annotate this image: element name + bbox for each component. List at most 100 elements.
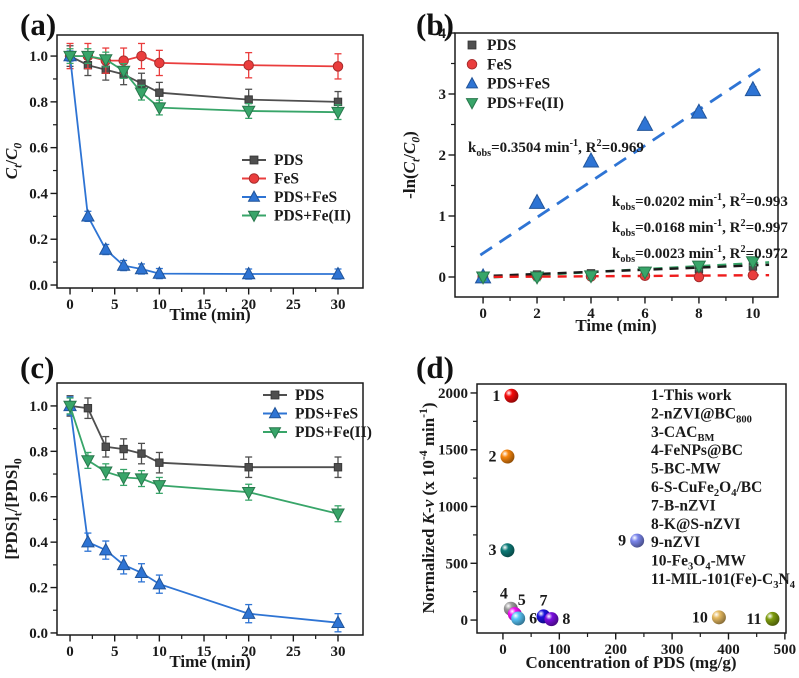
axes: 0 2 4 6 8 10 0 1 2 3 4 <box>439 26 779 322</box>
data-point-marker <box>465 98 479 110</box>
data-point-marker <box>745 256 761 270</box>
material-legend-entry: 2-nZVI@BC800 <box>651 405 752 425</box>
data-point-marker <box>119 444 128 454</box>
data-point-marker <box>528 193 546 209</box>
point-number-label: 3 <box>488 542 496 559</box>
scatter-ball <box>711 610 726 625</box>
x-tick-label: 8 <box>695 306 703 322</box>
data-point-marker <box>116 557 131 571</box>
data-point-marker <box>244 463 253 472</box>
x-tick-label: 200 <box>604 642 627 658</box>
y-tick-label: 0.2 <box>29 581 48 597</box>
data-point-marker <box>331 106 345 120</box>
legend-entry-label: PDS+Fe(II) <box>274 208 351 225</box>
y-tick-label: 0 <box>461 613 469 629</box>
annotations: kobs=0.3504 min-1, R2=0.969 kobs=0.0202 m… <box>468 138 788 265</box>
data-point-marker <box>80 534 95 548</box>
legend-entry-label: PDS+FeS <box>487 76 550 93</box>
data-point-marker <box>582 151 600 168</box>
scatter-ball <box>504 388 519 403</box>
data-point-marker <box>467 40 477 50</box>
y-tick-label: 0.4 <box>29 535 48 551</box>
scatter-ball <box>765 611 780 626</box>
series-PDS+Fe(II) <box>63 48 345 121</box>
x-tick-label: 5 <box>111 644 119 660</box>
material-legend-entry: 5-BC-MW <box>651 461 721 478</box>
panel-a-plot: 0 5 10 15 20 25 30 0.0 0.2 0.4 0.6 0.8 1.0 Time (min)… <box>2 34 364 324</box>
data-point-marker <box>241 266 256 280</box>
data-point-marker <box>747 269 759 281</box>
y-tick-label: 0.4 <box>29 186 48 202</box>
data-point-marker <box>152 266 167 279</box>
x-axis-title: Time (min) <box>169 305 250 324</box>
data-point-marker <box>152 102 167 116</box>
scatter-ball <box>511 611 526 626</box>
legend-entry-label: PDS <box>295 387 324 404</box>
x-tick-label: 15 <box>197 297 212 313</box>
series-FeS <box>477 269 759 283</box>
y-tick-label: 0.8 <box>29 95 48 111</box>
x-tick-label: 25 <box>286 297 301 313</box>
x-tick-label: 20 <box>241 297 256 313</box>
material-legend-entry: 8-K@S-nZVI <box>651 516 740 533</box>
data-point-marker <box>155 458 164 467</box>
panel-label-c: (c) <box>20 350 55 385</box>
data-point-marker <box>98 54 113 68</box>
fit-line <box>479 65 765 257</box>
y-tick-label: 0.2 <box>29 232 48 248</box>
x-tick-label: 6 <box>641 306 649 322</box>
data-point-marker <box>636 115 654 131</box>
data-point-marker <box>83 404 93 413</box>
data-point-marker <box>80 455 95 468</box>
x-tick-label: 0 <box>479 306 487 322</box>
x-tick-label: 25 <box>286 644 301 660</box>
data-point-marker <box>98 466 113 480</box>
y-tick-label: 0.6 <box>29 490 48 506</box>
data-point-marker <box>63 400 77 414</box>
data-point-marker <box>332 61 344 72</box>
point-number-label: 11 <box>746 611 761 628</box>
x-tick-label: 10 <box>745 306 760 322</box>
axes: 0 5 10 15 20 25 30 0.0 0.2 0.4 0.6 0.8 1.0 <box>29 34 364 313</box>
point-number-label: 5 <box>518 592 526 609</box>
data-point-marker <box>247 210 261 223</box>
data-point-marker <box>154 57 165 69</box>
y-axis-title: Normalized K-v (x 10-4 min-1) <box>417 402 438 613</box>
point-number-label: 2 <box>488 449 496 466</box>
y-tick-label: 1.0 <box>29 399 48 415</box>
data-point-marker <box>331 615 345 628</box>
x-tick-label: 20 <box>241 644 256 660</box>
data-point-marker <box>136 50 147 62</box>
scatter-ball <box>630 533 645 548</box>
fit-line <box>477 273 770 279</box>
x-tick-label: 400 <box>717 642 740 658</box>
x-tick-label: 2 <box>533 306 541 322</box>
data-point-marker <box>247 190 261 202</box>
data-point-marker <box>270 390 280 400</box>
data-point-marker <box>155 88 164 97</box>
material-legend-entry: 1-This work <box>651 387 732 404</box>
data-point-marker <box>80 50 95 64</box>
point-number-label: 9 <box>618 533 626 550</box>
data-point-marker <box>152 576 167 590</box>
x-axis-title: Concentration of PDS (mg/g) <box>525 653 736 672</box>
legend-entry-label: PDS+Fe(II) <box>295 424 372 441</box>
panel-label-a: (a) <box>20 7 57 42</box>
data-point-marker <box>134 473 149 487</box>
y-tick-label: 500 <box>446 556 469 572</box>
scatter-ball <box>500 449 515 464</box>
y-tick-label: 2000 <box>438 386 468 402</box>
x-tick-label: 15 <box>197 644 212 660</box>
data-point-marker <box>244 95 253 104</box>
kobs-annotation: kobs=0.0023 min-1, R2=0.972 <box>612 244 788 265</box>
y-axis-title: Ct/C0 <box>2 143 24 180</box>
legend-entry-label: PDS <box>487 37 516 54</box>
x-tick-label: 100 <box>548 642 571 658</box>
x-tick-label: 0 <box>66 297 74 313</box>
series-PDS <box>65 395 343 479</box>
series-PDS <box>478 262 758 282</box>
